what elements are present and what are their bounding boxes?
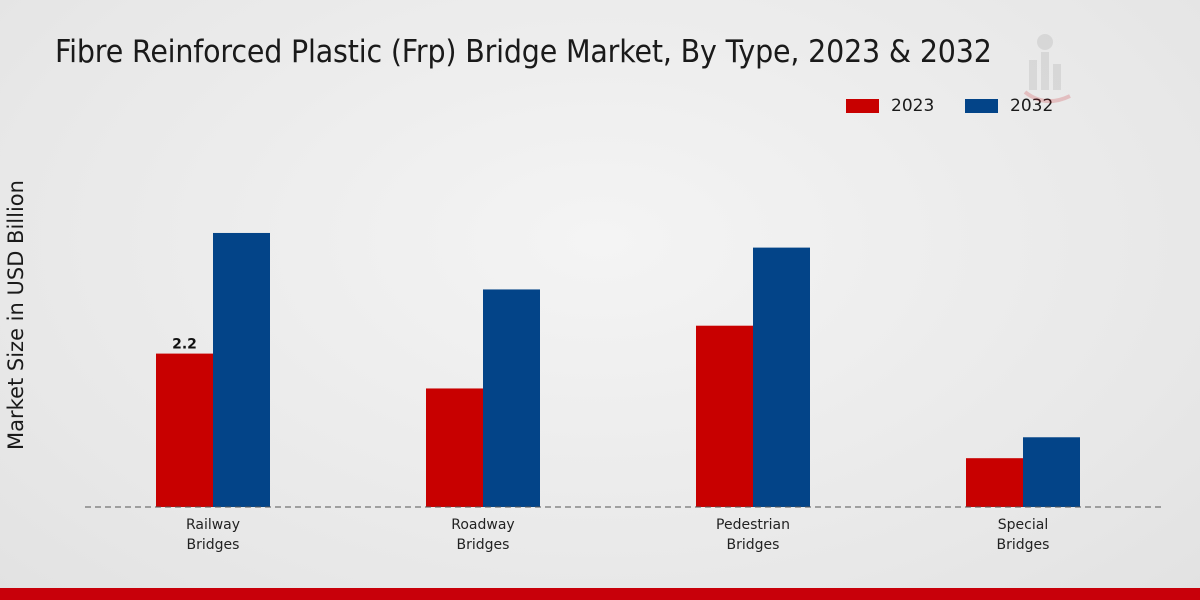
bar-2023-roadway-bridges[interactable] <box>426 388 483 507</box>
bar-2023-railway-bridges[interactable] <box>156 353 213 507</box>
legend-item-2023[interactable]: 2023 <box>846 95 934 117</box>
bar-2032-railway-bridges[interactable] <box>213 232 270 507</box>
x-tick-label: Railway Bridges <box>186 517 240 553</box>
bar-2032-special-bridges[interactable] <box>1023 437 1080 507</box>
legend-swatch-2032 <box>965 99 998 113</box>
x-tick-label: Pedestrian Bridges <box>716 517 790 553</box>
legend-swatch-2023 <box>846 99 879 113</box>
legend-label-2023: 2023 <box>891 96 935 116</box>
x-tick-label: Roadway Bridges <box>451 517 514 553</box>
legend-item-2032[interactable]: 2032 <box>965 95 1053 117</box>
data-label: 2.2 <box>172 337 197 353</box>
watermark-logo-icon <box>1023 34 1071 104</box>
legend-label-2032: 2032 <box>1010 96 1054 116</box>
bar-2032-pedestrian-bridges[interactable] <box>753 247 810 507</box>
bar-2032-roadway-bridges[interactable] <box>483 289 540 507</box>
chart-title: Fibre Reinforced Plastic (Frp) Bridge Ma… <box>55 34 992 70</box>
bar-2023-pedestrian-bridges[interactable] <box>696 325 753 507</box>
x-tick-label: Special Bridges <box>997 517 1050 553</box>
bar-2023-special-bridges[interactable] <box>966 458 1023 507</box>
bottom-accent-bar <box>0 588 1200 600</box>
